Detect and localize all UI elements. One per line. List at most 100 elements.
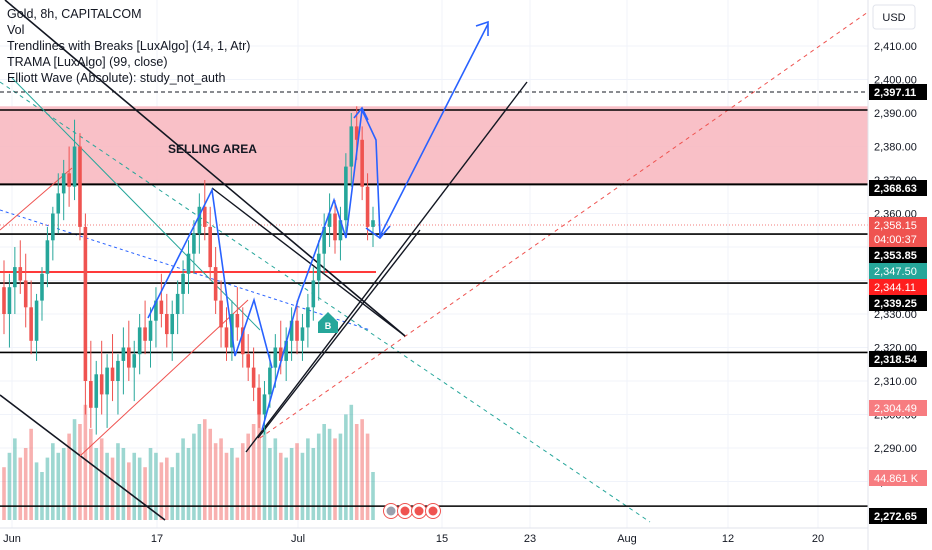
candle-body	[278, 347, 283, 361]
price-tag-label: 2,344.11	[874, 282, 916, 294]
candle-body	[360, 139, 364, 187]
volume-bar	[268, 448, 272, 520]
candle-body	[202, 206, 207, 227]
candle-body	[197, 206, 202, 234]
x-tick-label: Jul	[291, 533, 305, 545]
candle-body	[208, 226, 213, 268]
candle-body	[235, 314, 240, 328]
time-axis[interactable]: Jun 17 Jul 15 23 Aug 12 20	[0, 527, 868, 545]
candle-body	[159, 300, 164, 314]
candle-body	[316, 253, 321, 281]
volume-bar	[289, 448, 294, 520]
indicator-elliott-wave[interactable]: Elliott Wave (Absolute): study_not_auth	[7, 71, 226, 85]
volume-bar	[137, 457, 142, 520]
chart-legend: Gold, 8h, CAPITALCOM Vol Trendlines with…	[7, 6, 250, 86]
volume-bar	[230, 448, 234, 520]
currency-button[interactable]	[872, 4, 916, 30]
volume-bar	[257, 414, 261, 520]
candle-body	[300, 327, 305, 341]
candle-body	[110, 367, 115, 381]
candle-body	[338, 220, 343, 241]
event-icons	[383, 503, 441, 519]
price-tag-label: 2,318.54	[874, 354, 918, 366]
price-tag-bg	[869, 508, 927, 524]
volume-bar	[61, 448, 66, 520]
volume-bar	[18, 457, 23, 520]
candle-body	[29, 307, 33, 341]
symbol-title[interactable]: Gold, 8h, CAPITALCOM	[7, 7, 142, 21]
candle-body	[240, 327, 245, 355]
candle-body	[34, 300, 39, 341]
candle-body	[219, 300, 223, 328]
volume-bar	[154, 452, 158, 520]
indicator-vol[interactable]: Vol	[7, 23, 25, 37]
event-icon	[425, 503, 441, 519]
price-tag-bg	[869, 351, 927, 367]
candle-body	[105, 367, 109, 395]
volume-bar	[159, 462, 164, 520]
candle-body	[175, 293, 180, 314]
volume-bar	[181, 438, 185, 520]
candle-body	[121, 347, 126, 361]
x-tick-label: Jun	[3, 533, 21, 545]
price-tag-bg	[869, 263, 927, 279]
volume-bar	[40, 472, 44, 520]
candle-body	[143, 327, 147, 341]
y-tick-label: 2,290.00	[874, 443, 917, 455]
volume-bar	[121, 448, 126, 520]
volume-bar	[192, 433, 196, 520]
candle-body	[349, 126, 354, 167]
price-tag-label: 2,358.15	[874, 220, 917, 232]
volume-bar	[186, 448, 191, 520]
wave-down-arrow	[365, 225, 391, 240]
candle-body	[40, 273, 44, 301]
price-tag-bg	[869, 400, 927, 416]
y-tick-label: 2,410.00	[874, 41, 917, 53]
candle-body	[127, 347, 131, 368]
price-tag-label: 2,347.50	[874, 266, 917, 278]
volume-bar	[295, 443, 299, 520]
indicator-trendlines[interactable]: Trendlines with Breaks [LuxAlgo] (14, 1,…	[7, 39, 251, 53]
price-tag-bg	[869, 180, 927, 196]
x-tick-label: 15	[436, 533, 448, 545]
price-tag-bg	[869, 84, 927, 100]
candle-body	[99, 374, 104, 395]
indicator-trama[interactable]: TRAMA [LuxAlgo] (99, close)	[7, 55, 168, 69]
event-icon	[397, 503, 413, 519]
volume-bar	[72, 419, 77, 520]
y-tick-label: 2,310.00	[874, 376, 917, 388]
x-tick-label: 23	[524, 533, 536, 545]
candle-body	[289, 320, 294, 341]
x-tick-label: 12	[722, 533, 734, 545]
currency-label[interactable]: USD	[882, 12, 905, 24]
wave-top-marker	[353, 106, 369, 121]
candle-body	[132, 354, 137, 368]
price-tag-label: 04:00:37	[874, 234, 917, 246]
volume-bar	[246, 433, 250, 520]
candle-body	[251, 367, 256, 388]
candle-body	[148, 320, 153, 341]
volume-bar	[311, 448, 316, 520]
ascending-channel-lower	[257, 229, 421, 439]
candle-body	[354, 126, 359, 140]
volume-bar	[251, 424, 256, 520]
price-tag-bg	[869, 217, 927, 233]
candle-body	[67, 173, 71, 187]
volume-bar	[175, 452, 180, 520]
candle-body	[61, 173, 66, 194]
volume-bar	[67, 433, 71, 520]
volume-bar	[300, 452, 305, 520]
candle-body	[89, 381, 93, 408]
y-tick-label: 2,400.00	[874, 75, 917, 87]
horizontal-levels	[0, 109, 868, 507]
volume-bar	[284, 457, 288, 520]
volume-bar	[13, 438, 17, 520]
candle-body	[311, 280, 316, 308]
candle-body	[213, 267, 218, 301]
descending-trendline	[4, 0, 406, 337]
candle-body	[284, 340, 288, 361]
volume-bar	[132, 452, 137, 520]
volume-bar	[360, 419, 364, 520]
volume-bar	[306, 438, 310, 520]
